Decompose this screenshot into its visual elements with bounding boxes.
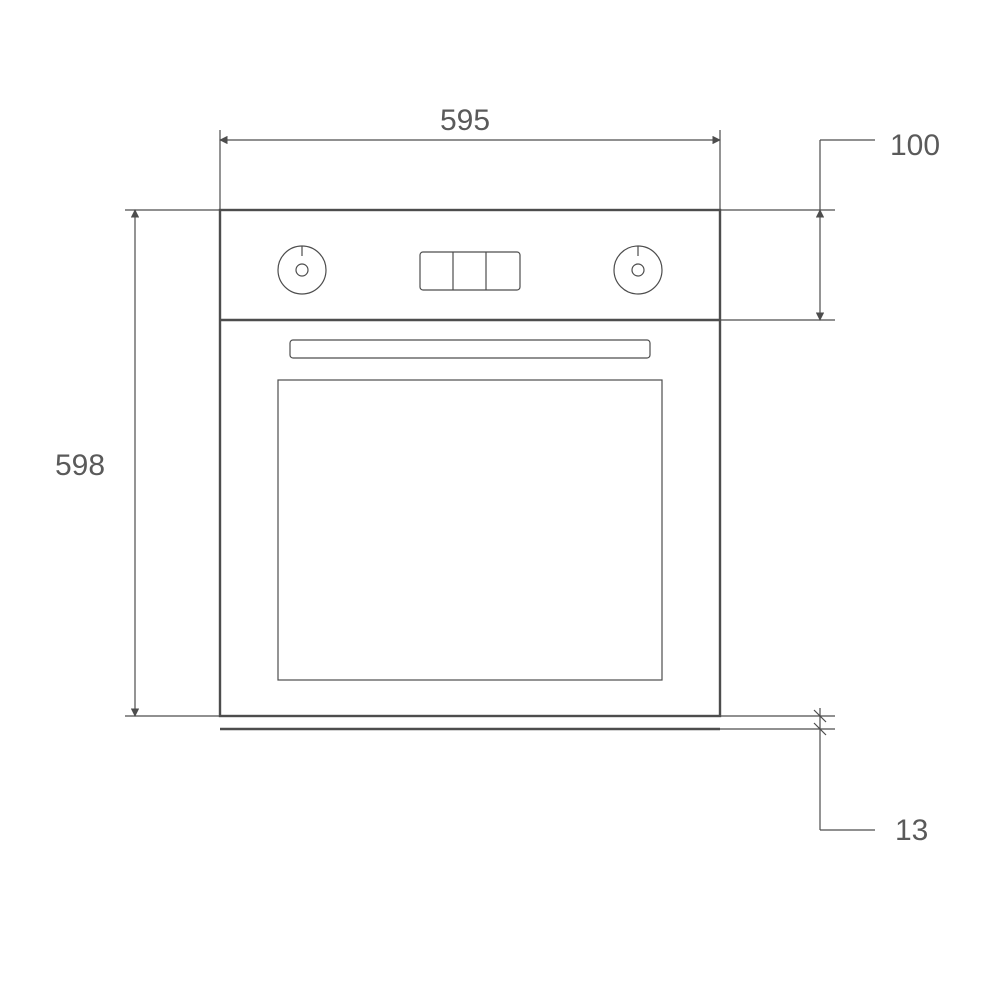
dim-width-label: 595 <box>440 104 490 137</box>
oven-outer <box>220 210 720 716</box>
oven-display <box>420 252 520 290</box>
dimension-diagram: 595 100 598 13 <box>0 0 1000 1000</box>
oven-door-window <box>278 380 662 680</box>
dim-height-label: 598 <box>55 449 105 482</box>
dim-gap-label: 13 <box>895 814 928 847</box>
oven-handle <box>290 340 650 358</box>
dim-panel-label: 100 <box>890 129 940 162</box>
